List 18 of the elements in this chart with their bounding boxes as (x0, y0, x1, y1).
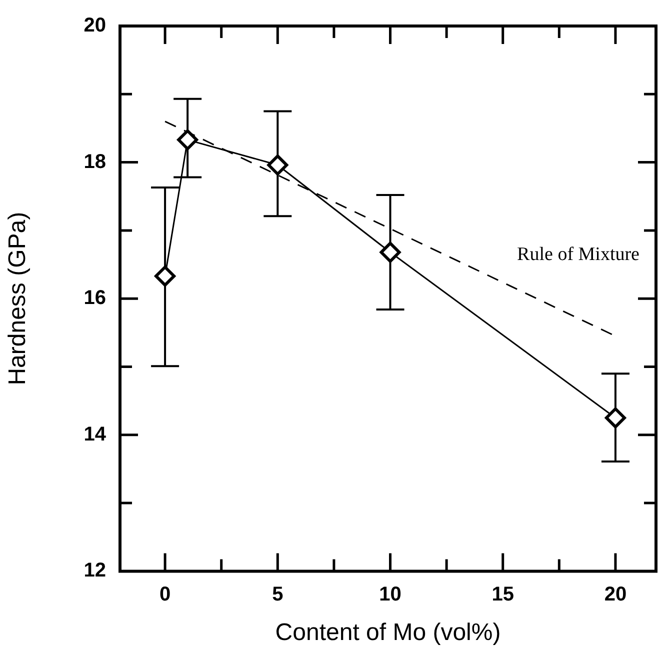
x-tick-label: 0 (159, 584, 171, 606)
y-tick-label: 12 (84, 560, 106, 582)
x-tick-label: 15 (492, 584, 514, 606)
x-axis-title: Content of Mo (vol%) (275, 619, 501, 646)
point (154, 266, 176, 287)
annotation: Rule of Mixture (517, 244, 640, 265)
point (267, 154, 288, 176)
y-tick-label: 14 (84, 423, 107, 446)
y-axis-title: Hardness (GPa) (4, 212, 32, 386)
point (177, 129, 198, 150)
y-tick-label: 16 (84, 287, 106, 310)
x-tick-label: 5 (272, 584, 284, 606)
y-tick-label: 20 (84, 14, 106, 37)
x-tick-label: 10 (379, 584, 402, 606)
point (604, 407, 626, 428)
x-tick-label: 20 (604, 584, 627, 606)
point (380, 242, 401, 263)
y-tick-label: 18 (84, 150, 106, 173)
